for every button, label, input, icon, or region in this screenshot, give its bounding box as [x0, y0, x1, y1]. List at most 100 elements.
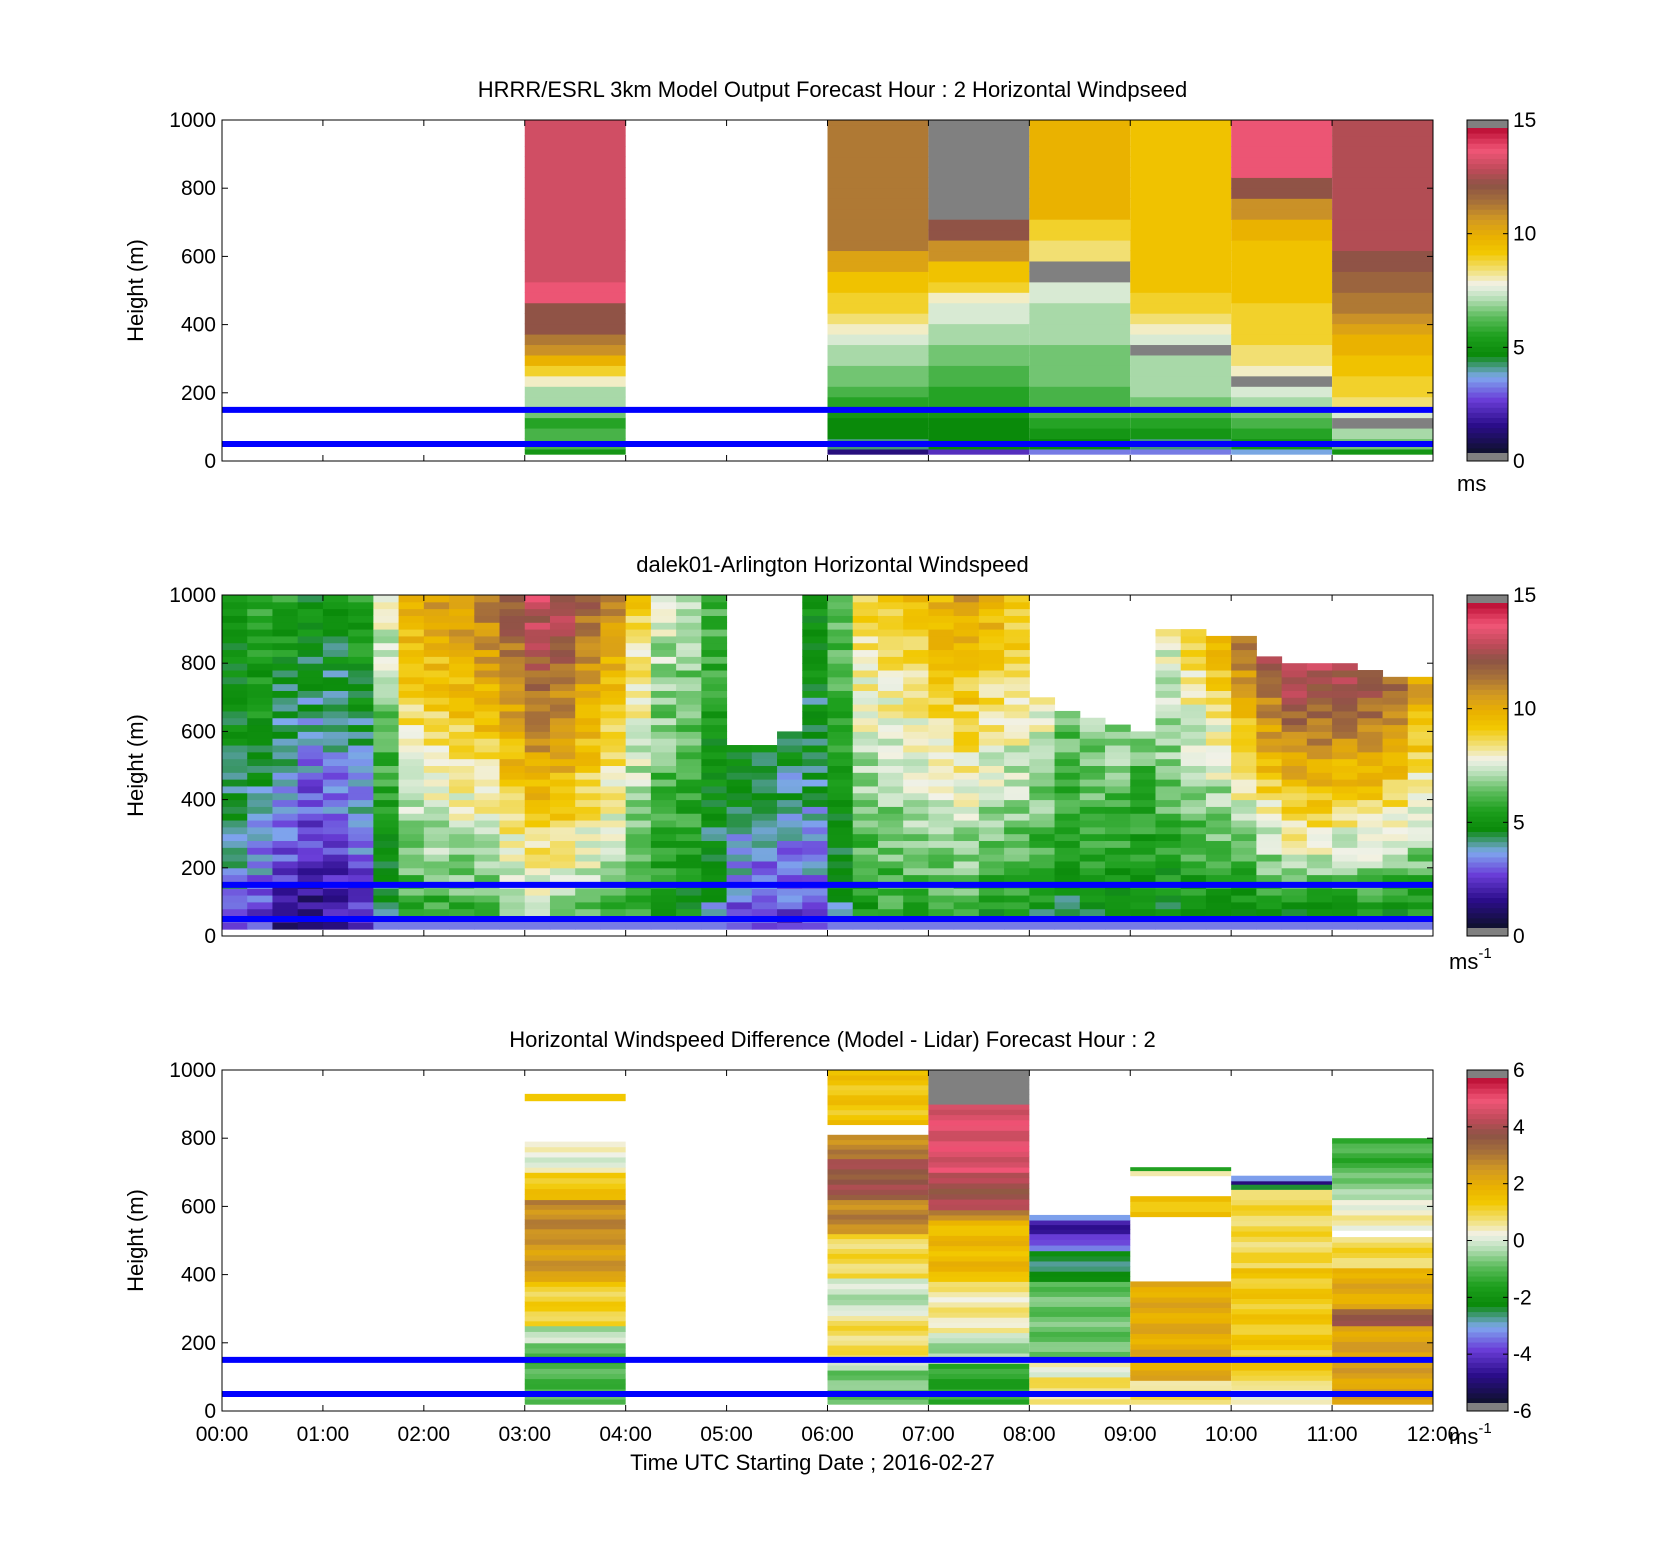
- cell-c18-r3: [676, 901, 702, 910]
- cell-c9-r34: [449, 690, 475, 698]
- cell-c10-r35: [474, 683, 501, 691]
- cell-c25-r20: [852, 785, 879, 794]
- cell-c43-r31: [1306, 710, 1333, 719]
- cell-c31-r12: [1004, 840, 1030, 848]
- cell-c2-s7-0: [928, 1099, 1030, 1105]
- cell-c8-r21: [423, 779, 450, 787]
- cell-c3-r41: [297, 642, 324, 651]
- cell-c41-r30: [1256, 717, 1283, 726]
- cell-c3-r28: [297, 731, 324, 739]
- colorbar-swatch: [1467, 1204, 1508, 1211]
- cell-c2-s2-2: [928, 1317, 1030, 1323]
- cell-c2-r24: [928, 198, 1030, 210]
- cell-c6-r29: [373, 724, 400, 732]
- cell-c39-r34: [1205, 690, 1232, 698]
- cell-c0-s3-2: [524, 1265, 626, 1272]
- cell-c5-s1-21: [1231, 1267, 1333, 1274]
- cell-c32-r13: [1029, 833, 1056, 842]
- cell-c10-r25: [474, 751, 501, 760]
- cell-c30-r42: [978, 635, 1005, 644]
- cell-c8-r29: [423, 724, 450, 732]
- cell-c41-r37: [1256, 670, 1283, 678]
- cell-c39-r15: [1205, 820, 1232, 828]
- cell-c1-r6: [827, 386, 929, 398]
- cell-c44-r25: [1332, 751, 1358, 760]
- colorbar-swatch: [1467, 270, 1508, 276]
- cell-c16-r18: [625, 799, 652, 807]
- cell-c1-s0-5: [827, 1374, 929, 1381]
- cell-c18-r16: [676, 813, 702, 821]
- cell-c24-r16: [827, 813, 854, 821]
- cell-c25-r45: [852, 615, 879, 623]
- colorbar-swatch: [1467, 745, 1508, 751]
- cell-c47-r29: [1407, 724, 1434, 732]
- cell-c43-r27: [1306, 738, 1333, 746]
- cell-c4-s1-17: [1130, 1286, 1232, 1293]
- cell-c40-r25: [1231, 751, 1257, 760]
- cell-c0-r11: [222, 847, 248, 855]
- cell-c0-r18: [524, 260, 626, 272]
- cell-c19-r20: [701, 785, 728, 794]
- cell-c0-r25: [524, 187, 626, 199]
- cell-c31-r13: [1004, 833, 1030, 842]
- cell-c20-r21: [726, 779, 753, 787]
- cell-c0-r29: [222, 724, 248, 732]
- cell-c8-r34: [423, 690, 450, 698]
- colorbar-swatch: [1467, 229, 1508, 236]
- cell-c15-r27: [600, 738, 627, 746]
- cell-c2-s5-2: [928, 1193, 1030, 1200]
- cell-c6-r20: [1332, 240, 1433, 252]
- cell-c13-r38: [549, 663, 576, 671]
- cell-c18-r5: [676, 888, 702, 896]
- cell-c47-r27: [1407, 738, 1434, 746]
- cell-c3-r13: [297, 833, 324, 842]
- cell-c1-s2-8: [827, 1315, 929, 1321]
- cell-c43-r23: [1306, 765, 1333, 773]
- cell-c5-r18: [1231, 260, 1333, 272]
- cell-c25-r46: [852, 608, 879, 616]
- cell-c46-r27: [1382, 738, 1409, 746]
- cell-c38-r22: [1180, 772, 1207, 780]
- cell-c34-r4: [1079, 895, 1106, 903]
- cell-c8-r36: [423, 676, 450, 685]
- cell-c29-r36: [953, 676, 980, 685]
- cell-c29-r27: [953, 738, 980, 746]
- cell-c28-r18: [928, 799, 955, 807]
- cell-c18-r48: [676, 595, 702, 603]
- cell-c15-r33: [600, 697, 627, 705]
- cell-c0-s0-7: [524, 1363, 626, 1369]
- colorbar-tick-label: 6: [1513, 1059, 1525, 1082]
- cell-c1-r23: [247, 765, 273, 773]
- cell-c46-r17: [1382, 806, 1409, 814]
- colorbar-swatch: [1467, 867, 1508, 873]
- cell-c40-r39: [1231, 656, 1257, 664]
- cell-c26-r39: [877, 656, 904, 664]
- cell-c13-r2: [549, 908, 576, 917]
- cell-c27-r17: [903, 806, 929, 814]
- cell-c45-r11: [1357, 847, 1384, 855]
- cell-c45-r32: [1357, 704, 1384, 712]
- cell-c0-r10: [524, 344, 626, 356]
- cell-c2-s7-4: [928, 1079, 1030, 1086]
- cell-c16-r40: [625, 649, 652, 657]
- cell-c27-r9: [903, 860, 929, 869]
- cell-c17-r46: [650, 608, 677, 616]
- colorbar-swatch: [1467, 1144, 1508, 1150]
- cell-c33-r17: [1054, 806, 1081, 814]
- cell-c47-r18: [1407, 799, 1434, 807]
- cell-c5-s2-4: [1231, 1241, 1333, 1248]
- cell-c6-s0-10: [1332, 1346, 1433, 1353]
- cell-c9-r47: [449, 601, 475, 610]
- colorbar-swatch: [1467, 669, 1508, 675]
- cell-c6-r9: [1332, 354, 1433, 366]
- cell-c30-r17: [978, 806, 1005, 814]
- cell-c4-r28: [1130, 156, 1232, 168]
- colorbar-swatch: [1467, 381, 1508, 388]
- cell-c2-r24: [272, 758, 299, 766]
- cell-c22-r20: [777, 785, 803, 794]
- colorbar-swatch: [1467, 133, 1508, 139]
- cell-c46-r2: [1382, 908, 1409, 917]
- colorbar-swatch: [1467, 719, 1508, 726]
- cell-c15-r43: [600, 629, 627, 637]
- cell-c8-r24: [423, 758, 450, 766]
